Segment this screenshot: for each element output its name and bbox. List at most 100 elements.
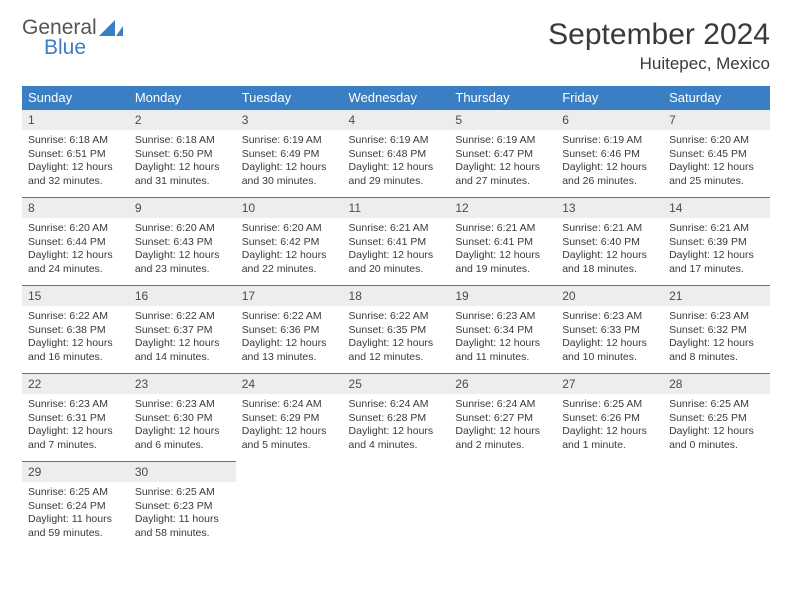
sunrise-line: Sunrise: 6:18 AM <box>135 134 230 148</box>
calendar-header-row: SundayMondayTuesdayWednesdayThursdayFrid… <box>22 86 770 109</box>
day-number: 5 <box>449 109 556 130</box>
calendar-cell: 7 Sunrise: 6:20 AMSunset: 6:45 PMDaylight… <box>663 109 770 197</box>
logo-word-general: General <box>22 18 97 38</box>
daylight-line: Daylight: 12 hours and 4 minutes. <box>349 425 444 452</box>
day-details: Sunrise: 6:21 AMSunset: 6:39 PMDaylight:… <box>663 218 770 283</box>
sunset-line: Sunset: 6:44 PM <box>28 236 123 250</box>
calendar-cell: 20Sunrise: 6:23 AMSunset: 6:33 PMDayligh… <box>556 285 663 373</box>
day-number: 27 <box>556 373 663 394</box>
day-number: 21 <box>663 285 770 306</box>
sunrise-line: Sunrise: 6:23 AM <box>135 398 230 412</box>
calendar-cell: 17Sunrise: 6:22 AMSunset: 6:36 PMDayligh… <box>236 285 343 373</box>
daylight-line: Daylight: 12 hours and 25 minutes. <box>669 161 764 188</box>
sunset-line: Sunset: 6:47 PM <box>455 148 550 162</box>
sunset-line: Sunset: 6:27 PM <box>455 412 550 426</box>
sunrise-line: Sunrise: 6:22 AM <box>242 310 337 324</box>
day-number: 9 <box>129 197 236 218</box>
daylight-line: Daylight: 12 hours and 22 minutes. <box>242 249 337 276</box>
sunrise-line: Sunrise: 6:22 AM <box>135 310 230 324</box>
sunset-line: Sunset: 6:25 PM <box>669 412 764 426</box>
day-number: 2 <box>129 109 236 130</box>
daylight-line: Daylight: 12 hours and 2 minutes. <box>455 425 550 452</box>
daylight-line: Daylight: 12 hours and 7 minutes. <box>28 425 123 452</box>
sunset-line: Sunset: 6:26 PM <box>562 412 657 426</box>
calendar-cell: .. <box>449 461 556 549</box>
daylight-line: Daylight: 12 hours and 30 minutes. <box>242 161 337 188</box>
sunset-line: Sunset: 6:43 PM <box>135 236 230 250</box>
day-details: Sunrise: 6:24 AMSunset: 6:28 PMDaylight:… <box>343 394 450 459</box>
logo-line1: General <box>22 18 123 38</box>
day-details: Sunrise: 6:25 AMSunset: 6:23 PMDaylight:… <box>129 482 236 547</box>
sunset-line: Sunset: 6:50 PM <box>135 148 230 162</box>
day-number: 1 <box>22 109 129 130</box>
day-details: Sunrise: 6:25 AMSunset: 6:26 PMDaylight:… <box>556 394 663 459</box>
day-number: 28 <box>663 373 770 394</box>
calendar-cell: .. <box>663 461 770 549</box>
daylight-line: Daylight: 12 hours and 6 minutes. <box>135 425 230 452</box>
calendar-cell: .. <box>556 461 663 549</box>
day-number: 13 <box>556 197 663 218</box>
day-number: 6 <box>556 109 663 130</box>
day-details: Sunrise: 6:21 AMSunset: 6:41 PMDaylight:… <box>449 218 556 283</box>
daylight-line: Daylight: 12 hours and 1 minute. <box>562 425 657 452</box>
day-details: Sunrise: 6:19 AMSunset: 6:46 PMDaylight:… <box>556 130 663 195</box>
calendar-cell: 9Sunrise: 6:20 AMSunset: 6:43 PMDaylight… <box>129 197 236 285</box>
sunset-line: Sunset: 6:24 PM <box>28 500 123 514</box>
sunrise-line: Sunrise: 6:25 AM <box>135 486 230 500</box>
logo-text: General Blue <box>22 18 123 58</box>
calendar-cell: 25Sunrise: 6:24 AMSunset: 6:28 PMDayligh… <box>343 373 450 461</box>
daylight-line: Daylight: 12 hours and 10 minutes. <box>562 337 657 364</box>
day-details: Sunrise: 6:24 AMSunset: 6:29 PMDaylight:… <box>236 394 343 459</box>
sail-icon <box>99 20 123 36</box>
sunrise-line: Sunrise: 6:23 AM <box>562 310 657 324</box>
sunset-line: Sunset: 6:48 PM <box>349 148 444 162</box>
daylight-line: Daylight: 12 hours and 19 minutes. <box>455 249 550 276</box>
day-details: Sunrise: 6:18 AMSunset: 6:51 PMDaylight:… <box>22 130 129 195</box>
sunrise-line: Sunrise: 6:22 AM <box>349 310 444 324</box>
sunset-line: Sunset: 6:38 PM <box>28 324 123 338</box>
sunrise-line: Sunrise: 6:25 AM <box>562 398 657 412</box>
sunset-line: Sunset: 6:45 PM <box>669 148 764 162</box>
daylight-line: Daylight: 12 hours and 31 minutes. <box>135 161 230 188</box>
sunset-line: Sunset: 6:51 PM <box>28 148 123 162</box>
sunrise-line: Sunrise: 6:20 AM <box>669 134 764 148</box>
weekday-header: Tuesday <box>236 86 343 109</box>
day-number: 19 <box>449 285 556 306</box>
day-number: 10 <box>236 197 343 218</box>
weekday-header: Saturday <box>663 86 770 109</box>
day-number: 26 <box>449 373 556 394</box>
sunrise-line: Sunrise: 6:22 AM <box>28 310 123 324</box>
logo: General Blue <box>22 18 123 58</box>
day-details: Sunrise: 6:20 AMSunset: 6:42 PMDaylight:… <box>236 218 343 283</box>
daylight-line: Daylight: 11 hours and 58 minutes. <box>135 513 230 540</box>
sunrise-line: Sunrise: 6:24 AM <box>242 398 337 412</box>
day-number: 8 <box>22 197 129 218</box>
day-details: Sunrise: 6:20 AMSunset: 6:44 PMDaylight:… <box>22 218 129 283</box>
calendar-cell: 3Sunrise: 6:19 AMSunset: 6:49 PMDaylight… <box>236 109 343 197</box>
sunset-line: Sunset: 6:34 PM <box>455 324 550 338</box>
calendar-cell: 28Sunrise: 6:25 AMSunset: 6:25 PMDayligh… <box>663 373 770 461</box>
calendar-cell: 4Sunrise: 6:19 AMSunset: 6:48 PMDaylight… <box>343 109 450 197</box>
daylight-line: Daylight: 12 hours and 23 minutes. <box>135 249 230 276</box>
day-number: 22 <box>22 373 129 394</box>
day-details: Sunrise: 6:22 AMSunset: 6:37 PMDaylight:… <box>129 306 236 371</box>
weekday-header: Monday <box>129 86 236 109</box>
calendar-cell: 26Sunrise: 6:24 AMSunset: 6:27 PMDayligh… <box>449 373 556 461</box>
day-number: 7 <box>663 109 770 130</box>
calendar-cell: 21Sunrise: 6:23 AMSunset: 6:32 PMDayligh… <box>663 285 770 373</box>
daylight-line: Daylight: 12 hours and 11 minutes. <box>455 337 550 364</box>
calendar-cell: 10Sunrise: 6:20 AMSunset: 6:42 PMDayligh… <box>236 197 343 285</box>
day-number: 14 <box>663 197 770 218</box>
sunset-line: Sunset: 6:31 PM <box>28 412 123 426</box>
day-number: 12 <box>449 197 556 218</box>
sunrise-line: Sunrise: 6:24 AM <box>349 398 444 412</box>
calendar-cell: 6Sunrise: 6:19 AMSunset: 6:46 PMDaylight… <box>556 109 663 197</box>
daylight-line: Daylight: 12 hours and 24 minutes. <box>28 249 123 276</box>
daylight-line: Daylight: 12 hours and 14 minutes. <box>135 337 230 364</box>
sunrise-line: Sunrise: 6:19 AM <box>562 134 657 148</box>
logo-word-blue: Blue <box>22 38 123 58</box>
sunrise-line: Sunrise: 6:19 AM <box>349 134 444 148</box>
sunrise-line: Sunrise: 6:21 AM <box>669 222 764 236</box>
sunset-line: Sunset: 6:35 PM <box>349 324 444 338</box>
daylight-line: Daylight: 12 hours and 29 minutes. <box>349 161 444 188</box>
